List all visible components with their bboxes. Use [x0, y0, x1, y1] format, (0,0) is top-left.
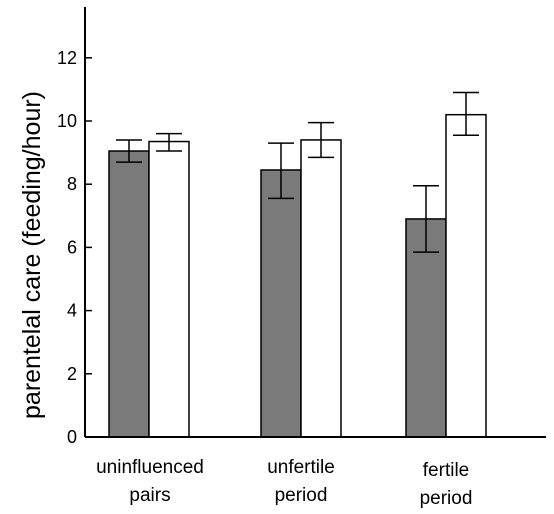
bar: [445, 113, 487, 438]
y-axis-title: parentelal care (feeding/hour): [18, 91, 46, 419]
bar: [300, 139, 342, 438]
category-label-line1: uninfluenced: [96, 457, 204, 478]
category-labels: uninfluenced pairs unfertile period fertile p…: [96, 457, 472, 509]
y-tick-label: 8: [67, 174, 77, 194]
y-tick-label: 12: [57, 48, 77, 68]
bar: [148, 140, 190, 438]
y-tick-label: 2: [67, 364, 77, 384]
y-tick-label: 4: [67, 301, 77, 321]
bars-layer: [108, 113, 487, 438]
y-tick-label: 10: [57, 111, 77, 131]
bar: [108, 150, 150, 438]
category-label-line2: period: [275, 485, 328, 506]
category-label-line2: pairs: [129, 485, 170, 506]
error-bars-layer: [116, 91, 479, 253]
y-ticks: 0 2 4 6 8 10 12: [57, 48, 92, 447]
bar: [260, 169, 302, 438]
y-tick-label: 6: [67, 237, 77, 257]
y-tick-label: 0: [67, 427, 77, 447]
category-label-line1: fertile: [423, 460, 469, 481]
category-label-line1: unfertile: [267, 457, 335, 478]
category-label-line2: period: [420, 488, 473, 509]
axes: [84, 7, 546, 438]
bar: [405, 218, 447, 438]
